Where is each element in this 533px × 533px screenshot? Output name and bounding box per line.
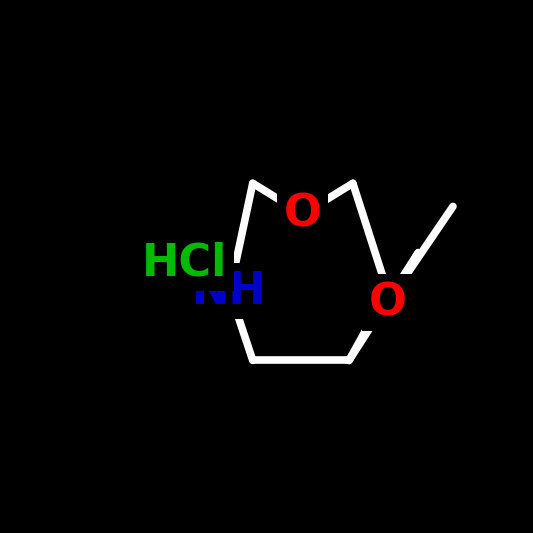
Text: HCl: HCl [142, 241, 228, 284]
Text: O: O [369, 281, 407, 324]
Text: O: O [284, 192, 322, 236]
Text: NH: NH [192, 270, 267, 313]
